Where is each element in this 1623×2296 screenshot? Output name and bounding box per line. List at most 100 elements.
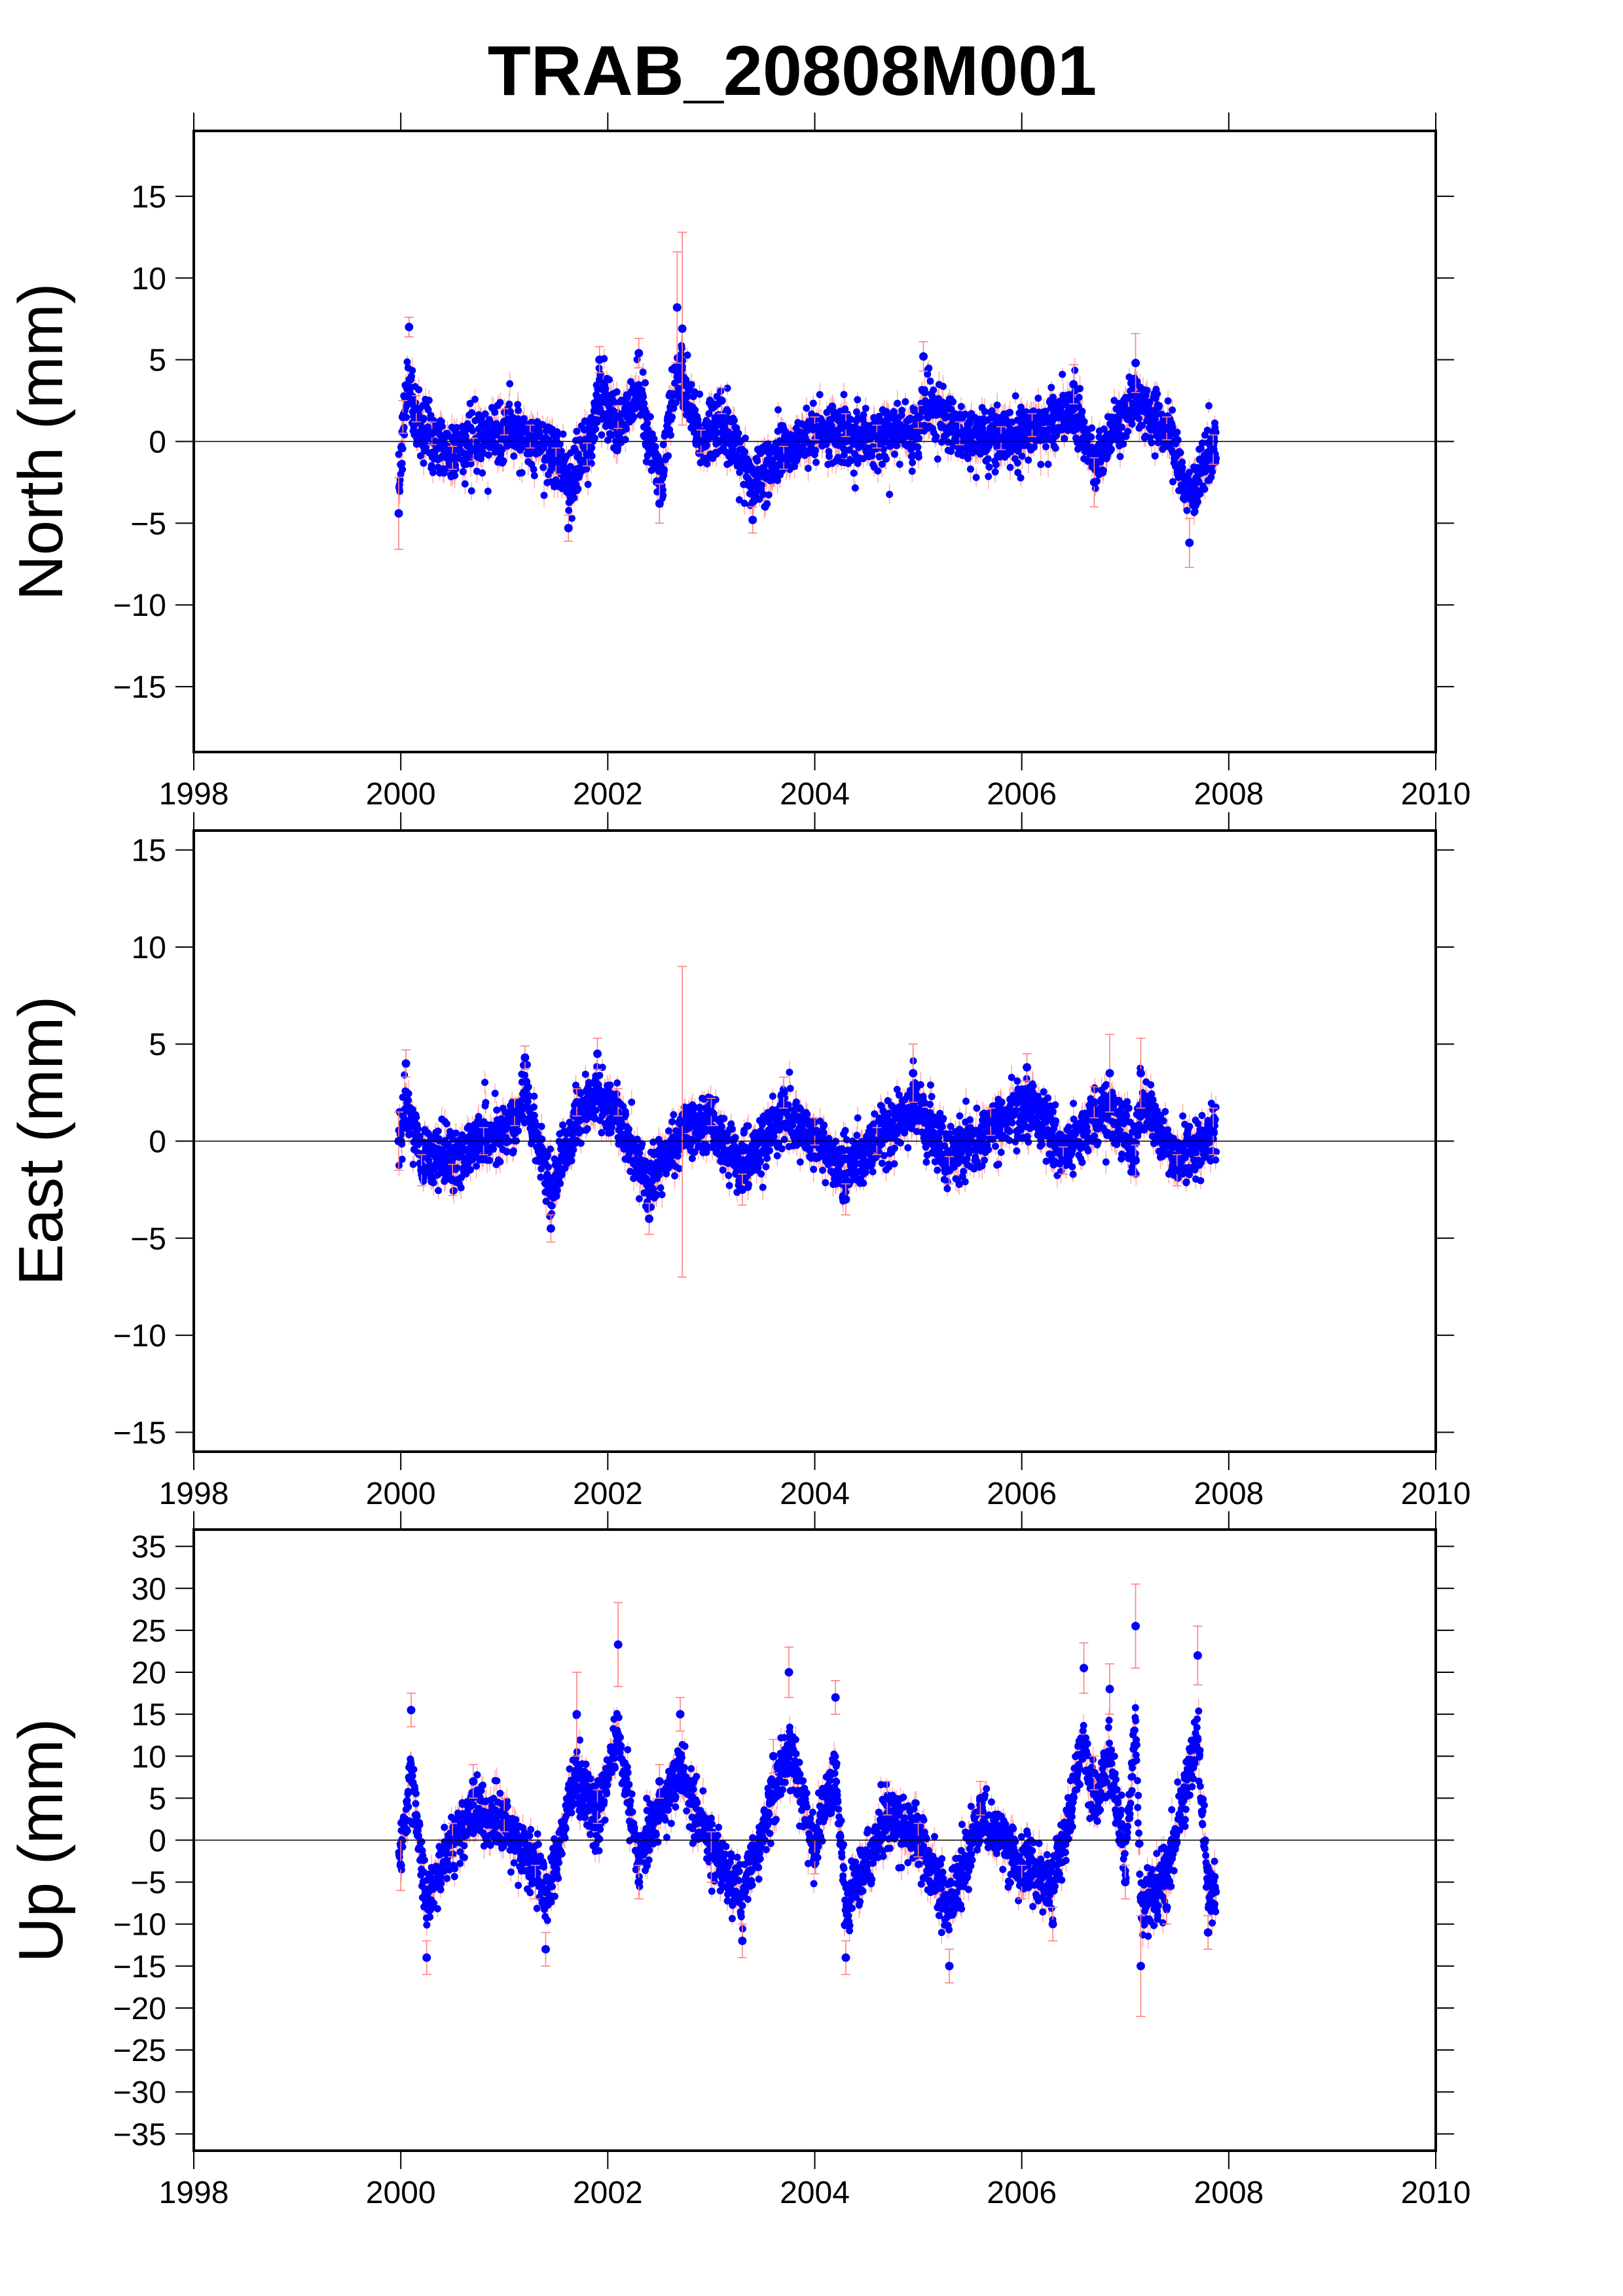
data-point xyxy=(909,459,916,466)
data-point xyxy=(890,408,898,416)
data-point xyxy=(880,446,887,453)
data-point xyxy=(915,435,922,442)
data-point xyxy=(894,400,901,407)
data-point xyxy=(491,408,498,416)
data-point xyxy=(531,472,538,479)
data-point xyxy=(460,468,467,475)
data-point xyxy=(1025,456,1032,463)
data-point xyxy=(484,488,492,495)
data-point xyxy=(1037,461,1044,468)
data-point xyxy=(967,465,974,473)
data-point xyxy=(574,486,581,493)
data-point xyxy=(958,403,965,410)
data-point xyxy=(688,381,695,388)
data-point xyxy=(886,491,893,498)
data-point xyxy=(1078,408,1085,415)
data-point xyxy=(973,474,980,481)
data-point xyxy=(469,427,476,435)
data-point xyxy=(661,466,668,473)
data-point xyxy=(909,468,916,475)
data-point xyxy=(479,469,486,476)
data-point xyxy=(401,431,408,439)
data-point xyxy=(565,507,572,514)
data-point xyxy=(703,460,710,467)
data-point xyxy=(667,431,674,439)
data-point xyxy=(539,464,547,471)
data-point xyxy=(926,378,934,385)
data-point xyxy=(558,448,565,455)
data-point xyxy=(1042,443,1049,450)
data-point xyxy=(622,436,629,443)
data-point xyxy=(429,469,437,476)
data-point xyxy=(462,480,469,488)
data-point xyxy=(396,488,403,495)
data-point xyxy=(510,452,517,459)
data-point xyxy=(598,431,605,439)
data-point xyxy=(420,459,428,467)
data-point xyxy=(1012,392,1019,399)
data-point xyxy=(399,466,406,473)
data-point xyxy=(541,492,548,499)
data-point xyxy=(826,453,833,460)
data-point xyxy=(420,415,428,422)
data-point xyxy=(602,385,609,392)
data-point xyxy=(1006,409,1013,416)
data-point xyxy=(585,481,592,488)
data-point xyxy=(630,413,638,420)
data-point xyxy=(775,406,782,414)
data-point xyxy=(696,391,703,398)
data-point xyxy=(862,404,869,412)
data-point xyxy=(519,469,526,476)
data-point xyxy=(668,414,676,421)
data-point xyxy=(914,444,921,451)
data-point xyxy=(468,487,475,494)
data-point xyxy=(805,465,812,472)
data-point xyxy=(921,389,928,397)
data-point xyxy=(717,387,724,395)
data-point xyxy=(428,462,435,469)
data-point xyxy=(642,379,649,386)
data-point xyxy=(840,391,847,398)
data-point xyxy=(570,494,577,501)
data-point xyxy=(992,469,999,476)
data-point xyxy=(640,368,647,376)
data-point xyxy=(606,376,613,384)
data-point xyxy=(592,425,599,433)
data-point xyxy=(874,467,881,475)
data-point xyxy=(854,396,861,403)
data-point xyxy=(409,367,416,374)
data-point xyxy=(934,456,941,463)
data-point xyxy=(415,386,422,393)
data-point xyxy=(741,448,748,456)
data-point xyxy=(665,452,672,459)
data-point xyxy=(724,385,731,392)
data-point xyxy=(1076,394,1083,401)
data-point xyxy=(1059,370,1066,378)
data-point xyxy=(568,514,575,522)
data-point xyxy=(1045,461,1052,468)
data-point xyxy=(1052,444,1059,452)
data-point xyxy=(506,380,513,387)
data-point xyxy=(659,492,666,499)
data-point xyxy=(852,484,859,492)
data-point xyxy=(644,420,651,427)
data-point xyxy=(949,398,957,405)
data-point xyxy=(754,457,761,465)
data-point xyxy=(623,425,630,433)
data-point xyxy=(482,410,489,418)
data-point xyxy=(640,393,647,401)
data-point xyxy=(985,473,992,480)
data-point xyxy=(505,401,513,408)
data-point xyxy=(812,447,819,454)
data-point xyxy=(530,466,538,473)
data-point xyxy=(731,417,738,424)
data-point xyxy=(439,423,446,430)
data-point xyxy=(803,404,810,412)
data-point xyxy=(850,469,858,476)
data-point xyxy=(860,411,867,418)
data-point xyxy=(898,406,905,414)
data-point xyxy=(810,400,817,407)
y-axis-label: North (mm) xyxy=(6,283,76,600)
data-point xyxy=(515,407,522,414)
data-point xyxy=(1076,385,1084,392)
